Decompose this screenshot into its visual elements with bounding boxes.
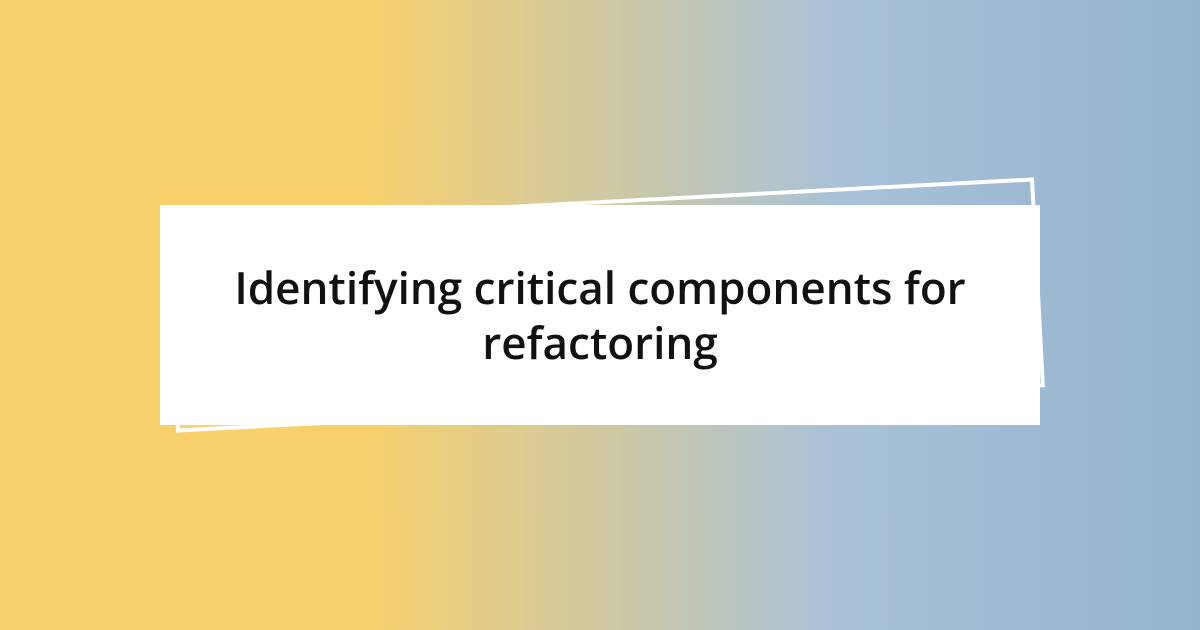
- title-card: Identifying critical components for refa…: [160, 205, 1040, 425]
- page-title: Identifying critical components for refa…: [220, 260, 980, 370]
- title-card-wrapper: Identifying critical components for refa…: [160, 205, 1040, 425]
